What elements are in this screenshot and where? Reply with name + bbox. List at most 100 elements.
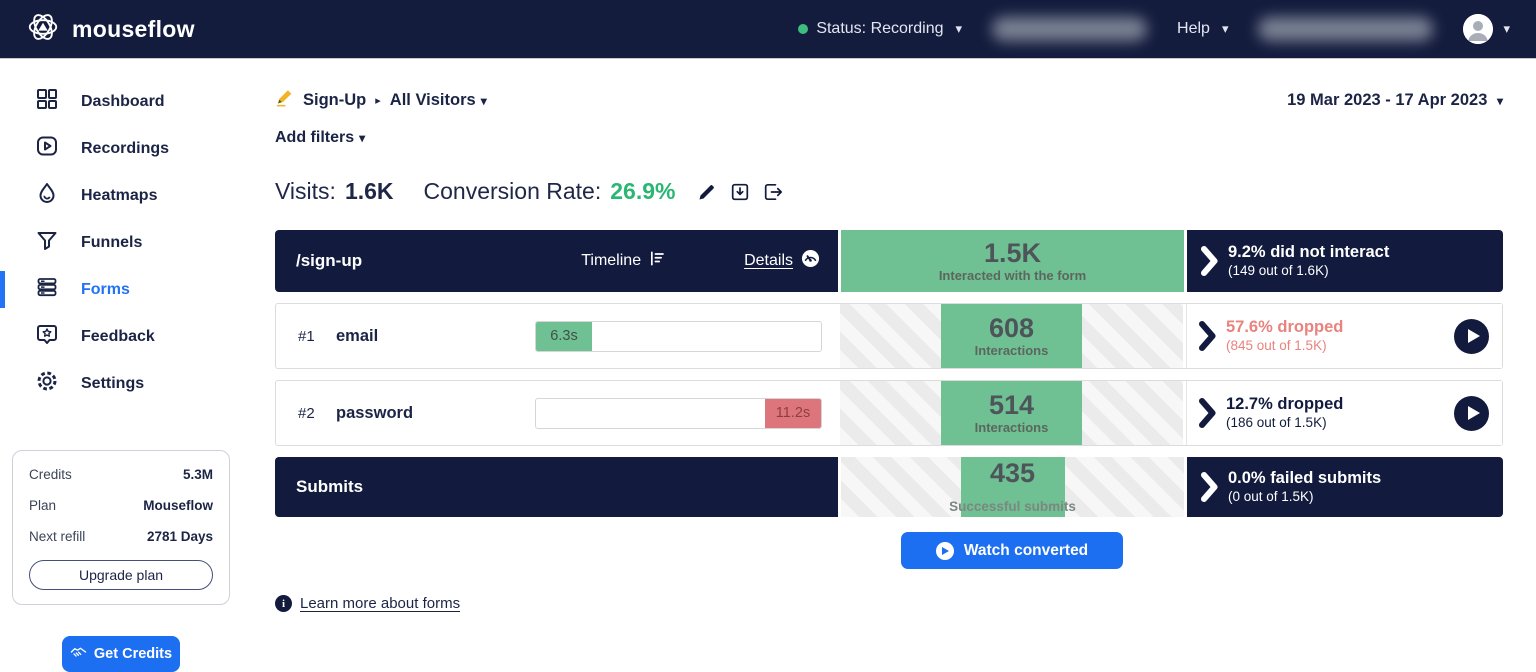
interacted-label: Interacted with the form [939,268,1086,283]
download-icon[interactable] [730,182,750,202]
dashboard-icon [35,87,59,116]
field-index: #2 [298,405,336,422]
status-label: Status: Recording [816,20,943,38]
redacted-site-name[interactable] [992,17,1147,41]
play-recordings-button[interactable] [1454,396,1489,431]
interactions-label: Interactions [975,343,1049,358]
help-menu[interactable]: Help [1177,20,1228,38]
interacted-value: 1.5K [984,239,1041,267]
sidebar-item-funnels[interactable]: Funnels [0,219,260,266]
handshake-icon [70,644,87,665]
sidebar-item-label: Heatmaps [81,187,157,205]
sidebar-item-forms[interactable]: Forms [0,266,260,313]
field-row-email: #1 email 6.3s 608 Interactions 57.6% dro… [275,303,1503,369]
date-range-picker[interactable]: 19 Mar 2023 - 17 Apr 2023 [1287,91,1503,110]
redacted-account-email [1258,17,1433,41]
sidebar-item-label: Forms [81,281,130,299]
submits-row: Submits 435 Successful submits 0.0% fail… [275,457,1503,517]
heatmaps-icon [35,181,59,210]
help-label: Help [1177,20,1210,38]
did-not-interact-cell: 9.2% did not interact (149 out of 1.6K) [1187,230,1503,292]
sidebar-item-label: Settings [81,375,144,393]
chevron-right-icon [1201,246,1218,276]
visits-label: Visits: [275,178,336,205]
add-filters-dropdown[interactable]: Add filters [275,129,365,147]
play-recordings-button[interactable] [1454,319,1489,354]
field-name: email [336,327,378,346]
breadcrumb-separator-icon: ▸ [375,94,381,107]
interacted-block: 1.5K Interacted with the form [841,230,1184,292]
next-refill-value: 2781 Days [147,529,213,544]
brand[interactable]: mouseflow [26,10,195,49]
brand-name: mouseflow [72,16,195,43]
segment-dropdown[interactable]: All Visitors [390,91,487,110]
dropped-percent: 57.6% dropped [1226,317,1343,338]
sidebar-item-heatmaps[interactable]: Heatmaps [0,172,260,219]
failed-submits-percent: 0.0% failed submits [1228,468,1381,489]
get-credits-button[interactable]: Get Credits [62,636,180,672]
successful-submits-cell: 435 Successful submits [841,457,1184,517]
forms-icon [35,275,59,304]
learn-more-link[interactable]: Learn more about forms [300,595,460,612]
field-timeline-bar[interactable]: 6.3s [535,321,822,352]
settings-icon [35,369,59,398]
timeline-sort-control[interactable]: Timeline [581,250,666,272]
sidebar-item-feedback[interactable]: Feedback [0,313,260,360]
page-path: /sign-up [296,251,581,271]
dropped-cell: 12.7% dropped (186 out of 1.5K) [1186,381,1502,445]
interactions-cell: 608 Interactions [840,304,1183,368]
sidebar-item-dashboard[interactable]: Dashboard [0,78,260,125]
plan-value: Mouseflow [143,498,213,513]
breadcrumb-form-name[interactable]: Sign-Up [303,91,366,110]
upgrade-plan-button[interactable]: Upgrade plan [29,560,213,590]
chevron-right-icon [1199,398,1216,428]
did-not-interact-detail: (149 out of 1.6K) [1228,263,1389,280]
field-timeline-bar[interactable]: 11.2s [535,398,822,429]
details-link[interactable]: Details [744,249,820,273]
dropped-detail: (186 out of 1.5K) [1226,415,1343,432]
export-icon[interactable] [763,182,783,202]
dropped-percent: 12.7% dropped [1226,394,1343,415]
sidebar-item-label: Feedback [81,328,155,346]
account-menu[interactable] [1463,14,1510,44]
sidebar-item-settings[interactable]: Settings [0,360,260,407]
sidebar-item-label: Recordings [81,140,169,158]
sidebar-item-recordings[interactable]: Recordings [0,125,260,172]
get-credits-label: Get Credits [94,646,172,662]
interactions-cell: 514 Interactions [840,381,1183,445]
chevron-right-icon [1201,472,1218,502]
watch-converted-label: Watch converted [964,542,1088,560]
conversion-rate-label: Conversion Rate: [424,178,602,205]
credits-label: Credits [29,467,72,482]
field-index: #1 [298,328,336,345]
field-name: password [336,404,413,423]
summary-bar: Visits: 1.6K Conversion Rate: 26.9% [275,178,1503,205]
watch-converted-button[interactable]: Watch converted [901,532,1123,569]
submits-value-label: Successful submits [841,499,1184,514]
failed-submits-cell: 0.0% failed submits (0 out of 1.5K) [1187,457,1503,517]
failed-submits-detail: (0 out of 1.5K) [1228,489,1381,506]
status-recording-dot [798,24,808,34]
sort-bars-icon [649,250,666,272]
dropped-cell: 57.6% dropped (845 out of 1.5K) [1186,304,1502,368]
play-circle-icon [936,542,954,560]
dropped-detail: (845 out of 1.5K) [1226,338,1343,355]
funnel-header-row: /sign-up Timeline Details [275,230,1503,292]
edit-form-icon[interactable] [697,182,717,202]
credits-value: 5.3M [183,467,213,482]
status-dropdown[interactable]: Status: Recording [798,20,962,38]
recordings-icon [35,134,59,163]
feedback-icon [35,322,59,351]
mouseflow-logo-icon [26,10,60,49]
info-icon [275,595,292,612]
avatar [1463,14,1493,44]
time-chip: 6.3s [536,322,592,351]
credits-row: Credits 5.3M [29,467,213,482]
top-navbar: mouseflow Status: Recording Help [0,0,1536,58]
sidebar-item-label: Funnels [81,234,142,252]
funnels-icon [35,228,59,257]
main-content: Sign-Up ▸ All Visitors 19 Mar 2023 - 17 … [260,58,1536,663]
form-edit-pen-icon [275,88,294,112]
submits-label-cell: Submits [275,457,838,517]
form-funnel: /sign-up Timeline Details [275,230,1503,612]
